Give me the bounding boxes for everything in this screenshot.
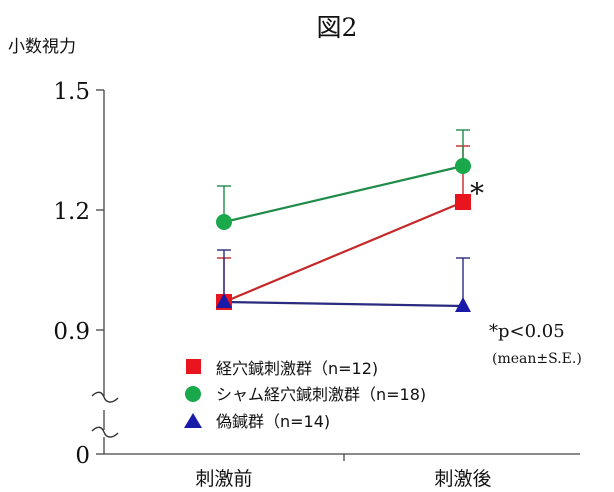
x-tick-label: 刺激後 bbox=[434, 468, 491, 490]
y-tick-label: 0.9 bbox=[53, 319, 90, 345]
legend-circle-marker bbox=[185, 386, 201, 402]
stat-note: (mean±S.E.) bbox=[492, 351, 582, 367]
series-line bbox=[223, 200, 464, 304]
legend-label: シャム経穴鍼刺激群（n=18) bbox=[216, 385, 426, 404]
legend-label: 偽鍼群（n=14) bbox=[216, 412, 330, 431]
x-tick-label: 刺激前 bbox=[195, 468, 252, 490]
series-markers bbox=[216, 158, 471, 312]
legend-triangle-marker bbox=[184, 413, 202, 428]
y-tick-label: 1.5 bbox=[53, 79, 90, 105]
axis-break-marks bbox=[91, 391, 119, 438]
series-line bbox=[223, 300, 464, 308]
data-point-square bbox=[455, 194, 471, 210]
legend-square-marker bbox=[186, 359, 201, 374]
y-tick-label: 0 bbox=[75, 443, 90, 469]
series-lines bbox=[223, 164, 464, 308]
data-point-circle bbox=[455, 158, 471, 174]
data-point-circle bbox=[216, 214, 232, 230]
y-tick-label: 1.2 bbox=[53, 199, 90, 225]
data-point-triangle bbox=[216, 293, 232, 308]
chart-title: 図2 bbox=[317, 13, 358, 42]
y-axis-label: 小数視力 bbox=[8, 37, 76, 57]
y-axis bbox=[96, 89, 105, 455]
significance-star: * bbox=[470, 177, 484, 210]
p-value-note: *p<0.05 bbox=[489, 321, 565, 342]
x-axis bbox=[104, 453, 580, 461]
series-line bbox=[223, 164, 464, 224]
legend-label: 経穴鍼刺激群（n=12) bbox=[216, 359, 378, 378]
error-bars bbox=[217, 129, 470, 306]
legend: 経穴鍼刺激群（n=12) シャム経穴鍼刺激群（n=18) 偽鍼群（n=14) bbox=[184, 359, 426, 431]
data-point-triangle bbox=[455, 297, 471, 312]
